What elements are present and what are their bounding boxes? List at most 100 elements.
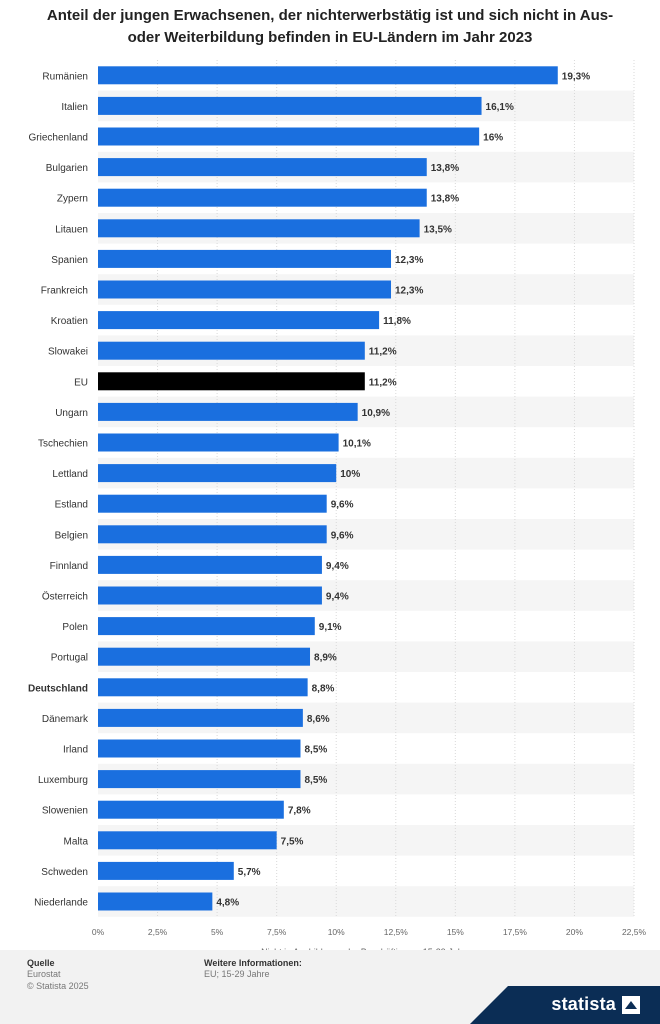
tick-label: 20% xyxy=(566,927,583,937)
value-label: 8,8% xyxy=(312,683,335,694)
value-label: 9,1% xyxy=(319,622,342,633)
tick-label: 17,5% xyxy=(503,927,528,937)
value-label: 9,6% xyxy=(331,530,354,541)
category-label: Dänemark xyxy=(42,714,89,725)
category-label: Lettland xyxy=(52,469,88,480)
tick-label: 12,5% xyxy=(384,927,409,937)
category-label: Ungarn xyxy=(55,408,88,419)
bar xyxy=(98,494,327,513)
bar xyxy=(98,892,213,911)
category-label: Italien xyxy=(61,102,88,113)
chart-title: Anteil der jungen Erwachsenen, der nicht… xyxy=(46,7,614,46)
category-label: Bulgarien xyxy=(46,163,88,174)
value-label: 16,1% xyxy=(486,102,514,113)
info-block: Weitere Informationen: EU; 15-29 Jahre xyxy=(204,958,302,980)
value-label: 8,6% xyxy=(307,714,330,725)
value-label: 13,8% xyxy=(431,194,459,205)
bar xyxy=(98,433,339,452)
tick-label: 7,5% xyxy=(267,927,287,937)
category-label: EU xyxy=(74,377,88,388)
value-label: 11,2% xyxy=(369,347,397,358)
info-line-1: EU; 15-29 Jahre xyxy=(204,969,270,979)
tick-label: 10% xyxy=(328,927,345,937)
value-label: 12,3% xyxy=(395,286,423,297)
category-label: Kroatien xyxy=(51,316,88,327)
bar xyxy=(98,464,337,483)
category-label: Portugal xyxy=(51,653,88,664)
value-label: 8,5% xyxy=(304,775,327,786)
brand-name[interactable]: statista xyxy=(551,994,616,1014)
category-label: Litauen xyxy=(55,224,88,235)
bar xyxy=(98,586,322,605)
value-label: 11,2% xyxy=(369,377,397,388)
category-label: Polen xyxy=(62,622,88,633)
bar xyxy=(98,96,482,115)
value-label: 9,4% xyxy=(326,561,349,572)
tick-label: 2,5% xyxy=(148,927,168,937)
value-label: 4,8% xyxy=(216,898,239,909)
value-label: 10% xyxy=(340,469,360,480)
category-label: Frankreich xyxy=(41,286,88,297)
bar xyxy=(98,249,392,268)
tick-label: 15% xyxy=(447,927,464,937)
source-line-2[interactable]: © Statista 2025 xyxy=(27,981,89,991)
bar xyxy=(98,739,301,758)
tick-label: 5% xyxy=(211,927,224,937)
bar xyxy=(98,402,358,421)
value-label: 19,3% xyxy=(562,71,590,82)
category-label: Finnland xyxy=(50,561,88,572)
tick-label: 22,5% xyxy=(622,927,647,937)
brand-bar: statista xyxy=(0,986,660,1024)
bar xyxy=(98,617,315,636)
value-label: 13,8% xyxy=(431,163,459,174)
value-label: 12,3% xyxy=(395,255,423,266)
bar xyxy=(98,831,277,850)
bar xyxy=(98,341,365,360)
source-label: Quelle xyxy=(27,958,55,968)
bar xyxy=(98,66,558,85)
bar xyxy=(98,647,311,666)
category-label: Rumänien xyxy=(42,71,88,82)
value-label: 11,8% xyxy=(383,316,411,327)
category-label: Spanien xyxy=(51,255,88,266)
source-block: Quelle Eurostat © Statista 2025 xyxy=(27,958,89,992)
value-label: 16% xyxy=(483,133,503,144)
value-label: 10,9% xyxy=(362,408,390,419)
bar xyxy=(98,219,420,238)
value-label: 9,4% xyxy=(326,592,349,603)
category-label: Belgien xyxy=(55,530,88,541)
value-label: 9,6% xyxy=(331,500,354,511)
value-label: 8,9% xyxy=(314,653,337,664)
bar xyxy=(98,678,308,697)
category-label: Estland xyxy=(55,500,88,511)
x-axis-title: Nicht in Ausbildung oder Beschäftigung, … xyxy=(261,947,471,950)
value-label: 8,5% xyxy=(304,745,327,756)
category-label: Schweden xyxy=(41,867,88,878)
bar xyxy=(98,708,303,727)
value-label: 13,5% xyxy=(424,224,452,235)
bar xyxy=(98,861,234,880)
value-label: 7,5% xyxy=(281,836,304,847)
bar xyxy=(98,555,322,574)
category-label: Deutschland xyxy=(28,683,88,694)
category-label: Malta xyxy=(64,836,89,847)
value-label: 7,8% xyxy=(288,806,311,817)
info-label[interactable]: Weitere Informationen: xyxy=(204,958,302,968)
value-label: 5,7% xyxy=(238,867,261,878)
category-label: Luxemburg xyxy=(38,775,88,786)
bar xyxy=(98,188,427,207)
bar xyxy=(98,800,284,819)
bar xyxy=(98,127,480,146)
bar-chart: Rumänien 19,3% Italien 16,1% Griechenland 16%… xyxy=(28,60,647,950)
source-line-1: Eurostat xyxy=(27,969,61,979)
bar xyxy=(98,770,301,789)
category-label: Slowenien xyxy=(42,806,88,817)
bar xyxy=(98,280,392,299)
tick-label: 0% xyxy=(92,927,105,937)
category-label: Österreich xyxy=(42,591,88,603)
category-label: Tschechien xyxy=(38,439,88,450)
bar xyxy=(98,372,365,391)
category-label: Slowakei xyxy=(48,347,88,358)
bar xyxy=(98,525,327,544)
statista-logo-icon xyxy=(622,996,640,1014)
